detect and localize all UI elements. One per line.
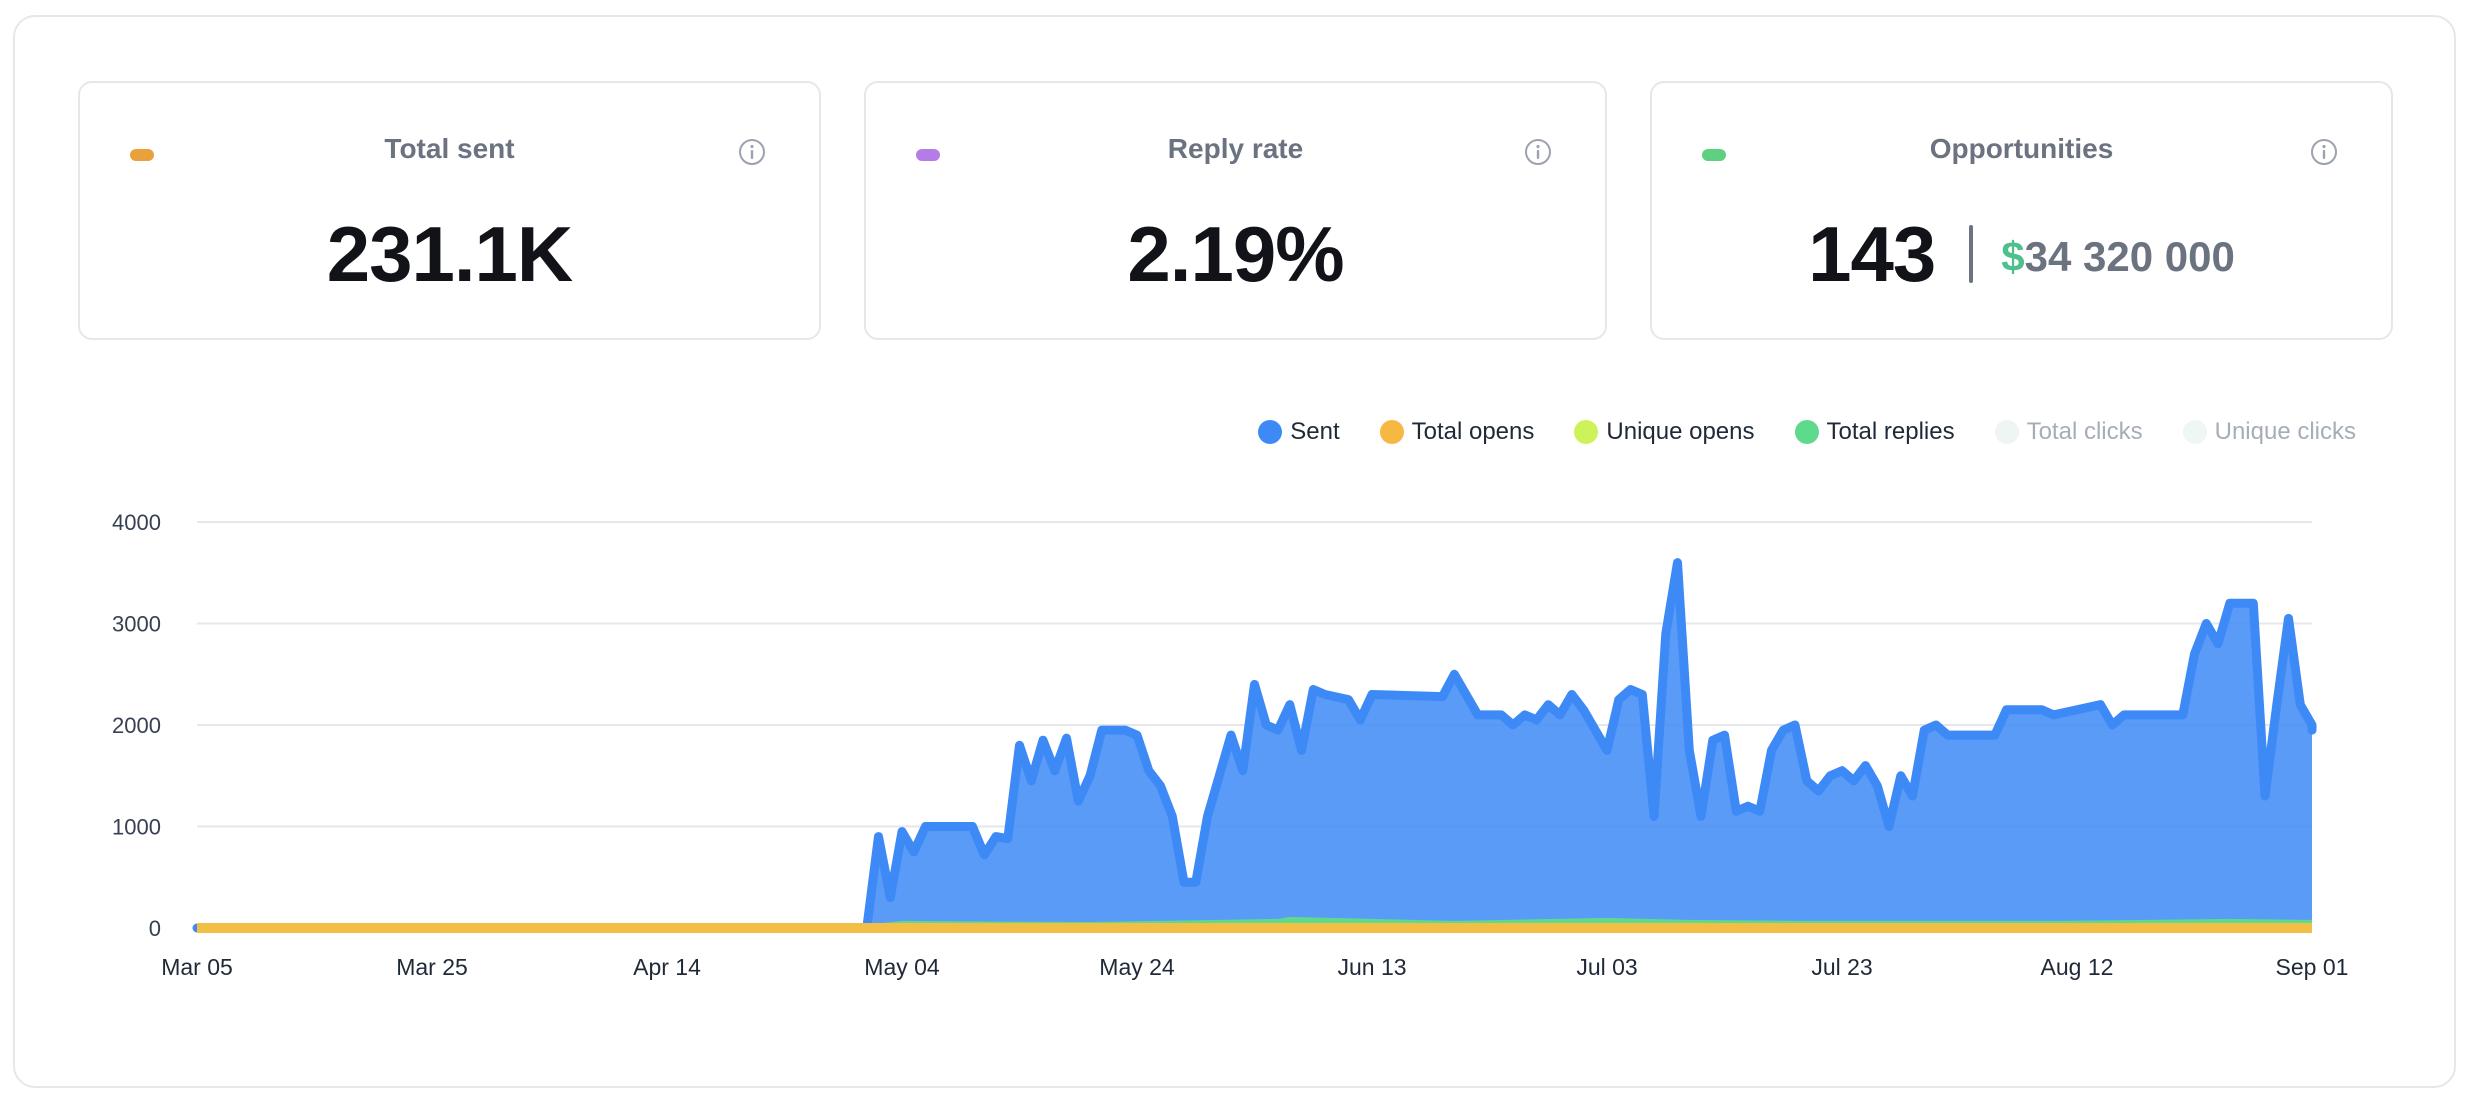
x-tick-label: May 04 <box>864 954 940 980</box>
reply-rate-card: Reply rate 2.19% <box>864 81 1607 340</box>
series-line-sent <box>192 558 2317 933</box>
x-tick-label: Jul 03 <box>1576 954 1637 980</box>
info-icon[interactable] <box>2309 137 2339 167</box>
legend-label: Total opens <box>1411 418 1535 445</box>
opportunities-color-dot <box>1702 149 1726 161</box>
x-tick-label: Aug 12 <box>2041 954 2114 980</box>
legend-label: Total clicks <box>2026 418 2143 445</box>
x-tick-label: Jun 13 <box>1337 954 1406 980</box>
legend-marker <box>1258 420 1283 444</box>
legend-label: Unique clicks <box>2214 418 2356 445</box>
legend-label: Unique opens <box>1606 418 1755 445</box>
currency-symbol: $ <box>2001 233 2025 280</box>
legend-label: Total replies <box>1826 418 1955 445</box>
y-tick-label: 0 <box>149 916 161 941</box>
x-tick-label: May 24 <box>1099 954 1175 980</box>
y-tick-label: 4000 <box>112 510 161 535</box>
legend-label: Sent <box>1290 418 1340 445</box>
opportunities-values: 143 $ 34 320 000 <box>1652 215 2391 293</box>
legend-marker <box>1794 420 1819 444</box>
x-tick-label: Sep 01 <box>2276 954 2349 980</box>
y-tick-label: 3000 <box>112 612 161 637</box>
legend-item-total-clicks[interactable]: Total clicks <box>1994 418 2143 446</box>
reply-rate-title: Reply rate <box>1167 133 1304 164</box>
legend-marker <box>1994 420 2019 444</box>
legend-item-total-opens[interactable]: Total opens <box>1379 418 1535 446</box>
value-divider <box>1969 225 1974 283</box>
opportunities-title: Opportunities <box>1929 133 2114 164</box>
series-area-sent <box>197 562 2312 928</box>
legend-marker <box>1574 420 1599 444</box>
x-tick-label: Mar 05 <box>161 954 233 980</box>
y-tick-label: 1000 <box>112 815 161 840</box>
reply-rate-value: 2.19% <box>1127 210 1344 298</box>
legend-marker <box>1379 420 1404 444</box>
legend-item-unique-clicks[interactable]: Unique clicks <box>2182 418 2356 446</box>
legend-item-sent[interactable]: Sent <box>1258 418 1340 446</box>
opportunities-count: 143 <box>1808 210 1936 298</box>
x-tick-label: Apr 14 <box>633 954 701 980</box>
legend-item-unique-opens[interactable]: Unique opens <box>1574 418 1755 446</box>
opportunities-amount: 34 320 000 <box>2024 233 2235 280</box>
legend-marker <box>2182 420 2207 444</box>
total-sent-card: Total sent 231.1K <box>78 81 821 340</box>
x-tick-label: Mar 25 <box>396 954 468 980</box>
opportunities-card: Opportunities 143 $ 34 320 000 <box>1650 81 2393 340</box>
x-tick-label: Jul 23 <box>1811 954 1872 980</box>
total-sent-value: 231.1K <box>326 210 574 298</box>
total-sent-color-dot <box>130 149 154 161</box>
total-sent-title: Total sent <box>384 133 515 164</box>
chart-legend: Sent Total opens Unique opens Total repl… <box>1218 418 2356 446</box>
y-tick-label: 2000 <box>112 713 161 738</box>
info-icon[interactable] <box>737 137 767 167</box>
info-icon[interactable] <box>1523 137 1553 167</box>
legend-item-total-replies[interactable]: Total replies <box>1794 418 1955 446</box>
reply-rate-color-dot <box>916 149 940 161</box>
